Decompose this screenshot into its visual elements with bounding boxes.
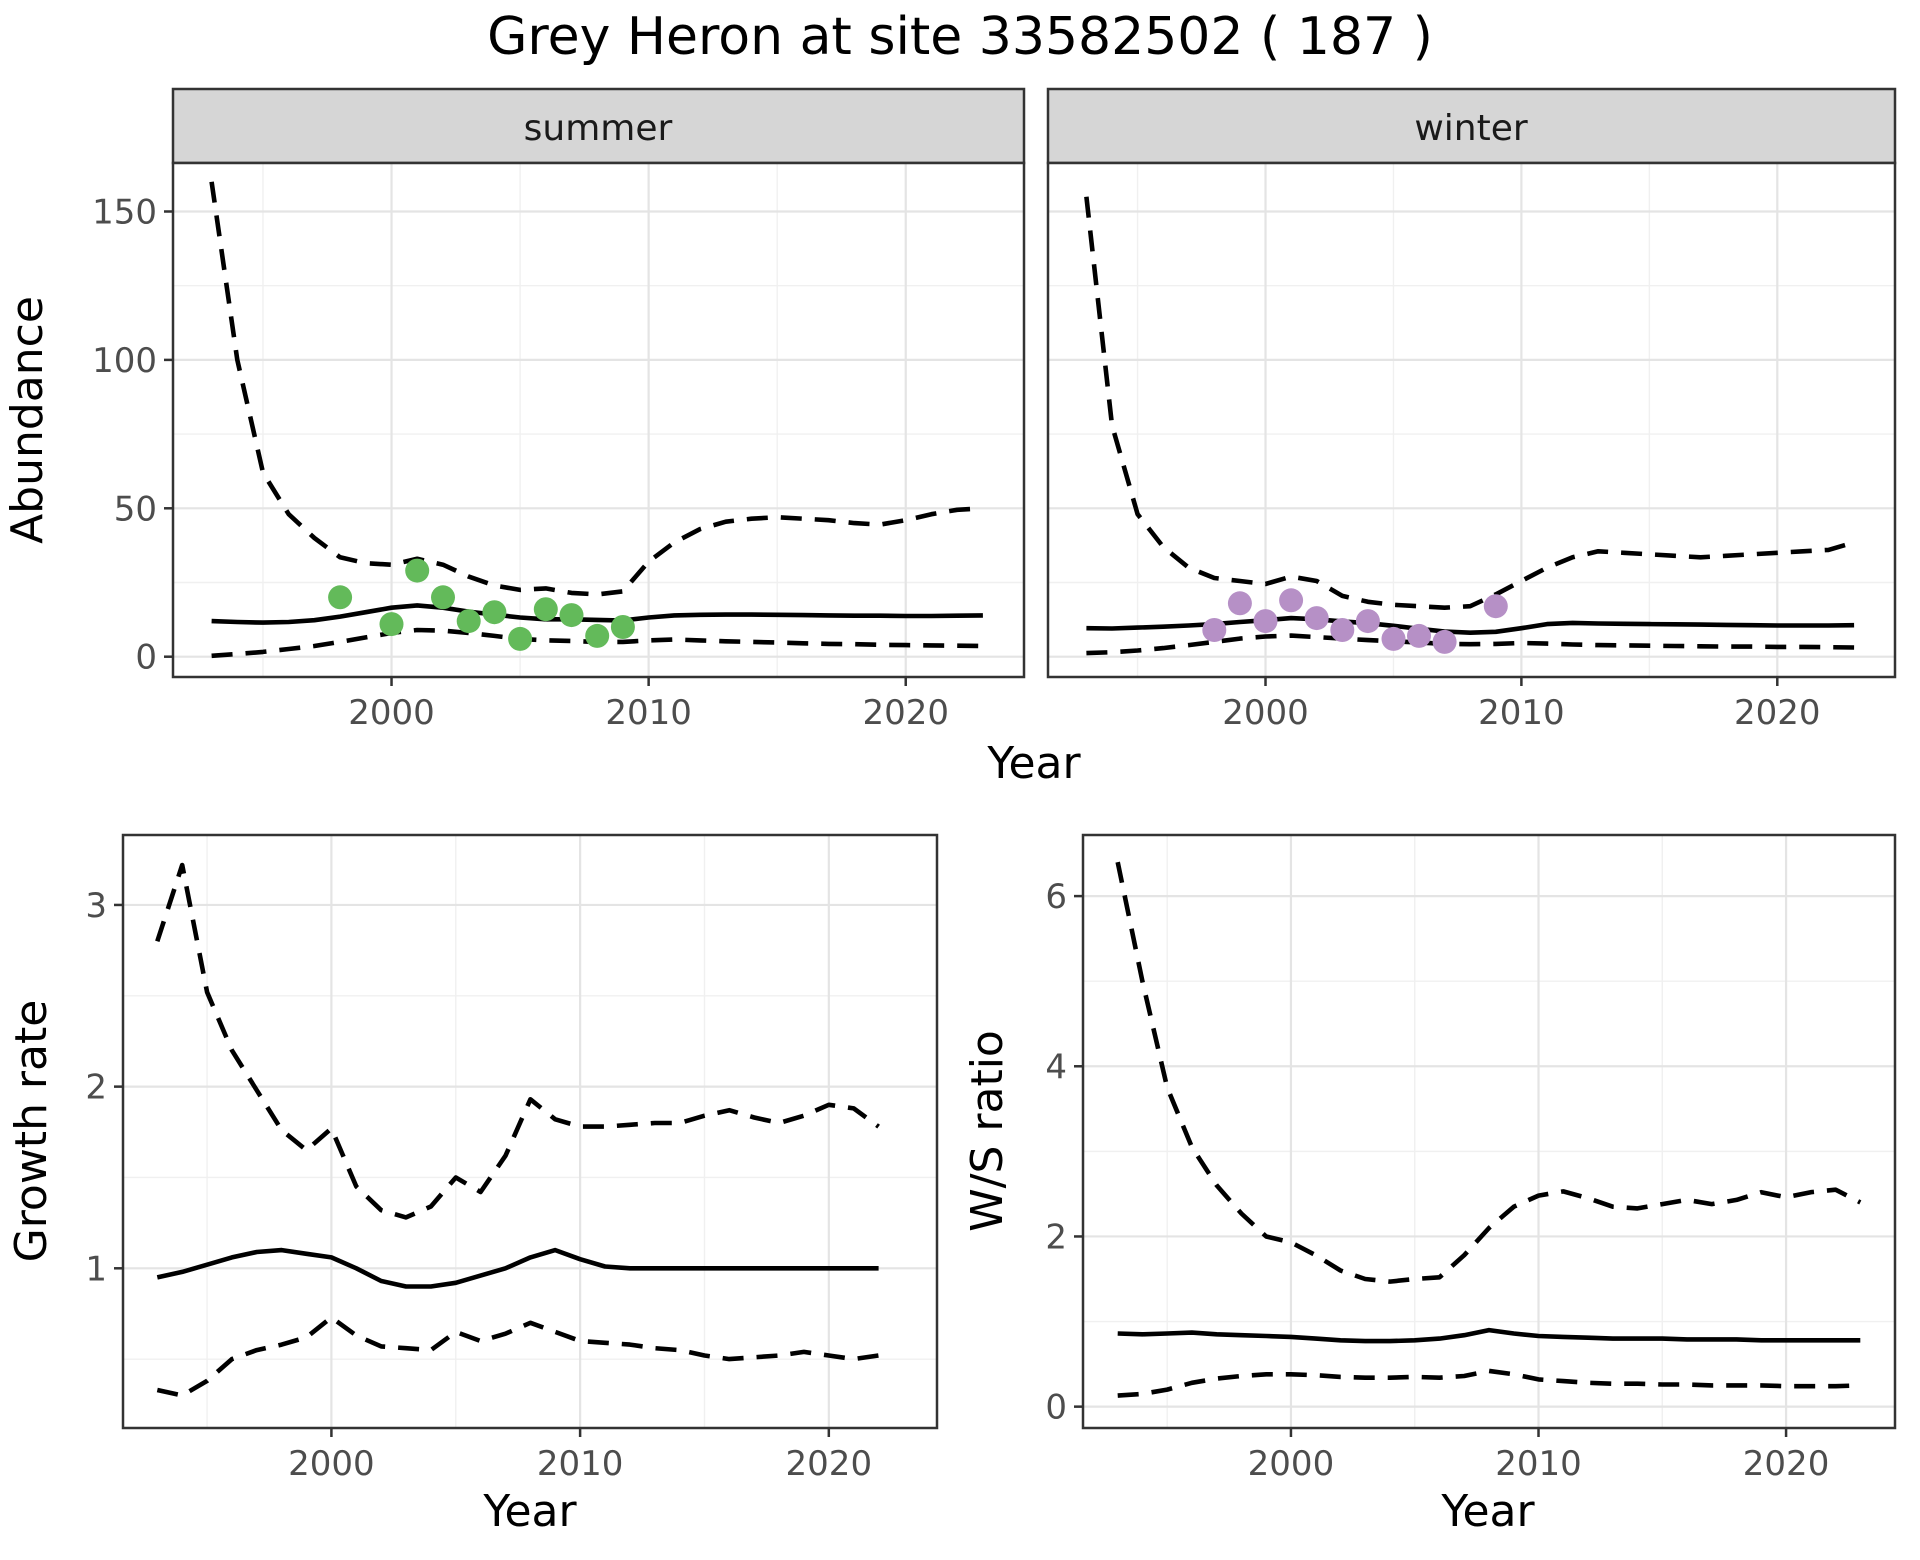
y-tick-label: 4 xyxy=(1045,1047,1067,1087)
facet-label-summer: summer xyxy=(524,108,673,149)
ci-upper-line xyxy=(1084,196,1855,611)
y-tick-label: 100 xyxy=(92,341,157,381)
panel-background xyxy=(123,835,937,1428)
x-tick-label: 2000 xyxy=(348,693,435,733)
x-tick-label: 2010 xyxy=(537,1444,624,1484)
y-tick-label: 150 xyxy=(92,192,157,232)
y-tick-label: 2 xyxy=(85,1068,107,1108)
data-point-winter xyxy=(1304,606,1329,631)
panel-ws: 2000 2010 2020 0 2 4 6 xyxy=(1045,833,1897,1484)
panel-data-winter xyxy=(1084,196,1855,656)
panel-border xyxy=(1081,833,1897,1430)
ci-upper-line xyxy=(209,181,984,597)
panel-border xyxy=(121,833,939,1430)
data-point-summer xyxy=(585,623,610,648)
y-tick-label: 3 xyxy=(85,886,107,926)
data-point-summer xyxy=(328,585,353,610)
x-tick-label: 2000 xyxy=(1222,693,1309,733)
x-tick-label: 2020 xyxy=(862,693,949,733)
panel-data-growth xyxy=(155,862,880,1398)
panel-background xyxy=(1048,163,1895,677)
panel-summer: 2000 2010 2020 0 50 100 150 xyxy=(92,87,1026,733)
data-point-winter xyxy=(1381,626,1406,651)
panel-winter: 2000 2010 2020 xyxy=(1046,87,1897,733)
data-point-summer xyxy=(610,615,635,639)
y-tick-label: 1 xyxy=(85,1249,107,1289)
panel-background xyxy=(173,163,1024,677)
x-tick-label: 2000 xyxy=(288,1444,375,1484)
x-tick-label: 2010 xyxy=(1495,1444,1582,1484)
x-tick-label: 2020 xyxy=(786,1444,873,1484)
ci-upper-line xyxy=(155,862,880,1220)
ci-upper-line xyxy=(1115,861,1862,1284)
x-tick-label: 2020 xyxy=(1743,1444,1830,1484)
data-point-winter xyxy=(1330,618,1355,642)
y-tick-label: 50 xyxy=(114,489,157,529)
panel-border xyxy=(1046,161,1897,679)
y-axis-title-abundance: Abundance xyxy=(2,296,53,544)
panel-data-ws xyxy=(1115,861,1862,1398)
facet-strip-winter xyxy=(1046,87,1897,165)
x-tick-label: 2010 xyxy=(1478,693,1565,733)
median-line xyxy=(211,603,983,625)
data-point-summer xyxy=(559,603,584,628)
y-axis-title-growth-rate: Growth rate xyxy=(6,1000,57,1263)
x-axis-title-ws-ratio: Year xyxy=(1440,1486,1535,1537)
plot-title: Grey Heron at site 33582502 ( 187 ) xyxy=(487,7,1433,67)
y-tick-label: 0 xyxy=(135,638,157,678)
y-tick-label: 0 xyxy=(1045,1388,1067,1428)
facet-label-winter: winter xyxy=(1414,108,1528,149)
ci-lower-line xyxy=(1086,633,1855,656)
median-line xyxy=(1117,1327,1861,1344)
y-axis-title-ws-ratio: W/S ratio xyxy=(962,1030,1013,1232)
panel-data-summer xyxy=(209,181,984,659)
panel-border xyxy=(171,161,1026,679)
data-point-winter xyxy=(1279,588,1304,613)
data-point-winter xyxy=(1432,629,1457,654)
x-axis-title-growth-rate: Year xyxy=(482,1486,577,1537)
data-point-summer xyxy=(379,612,404,637)
data-point-summer xyxy=(508,626,533,651)
data-point-winter xyxy=(1407,623,1431,648)
y-tick-label: 2 xyxy=(1045,1217,1067,1257)
data-point-winter xyxy=(1202,618,1227,642)
x-tick-label: 2010 xyxy=(605,693,692,733)
ci-lower-line xyxy=(156,1315,879,1398)
x-axis-title-top: Year xyxy=(986,738,1081,789)
x-tick-label: 2000 xyxy=(1248,1444,1335,1484)
data-point-summer xyxy=(405,558,430,583)
y-tick-label: 6 xyxy=(1045,877,1067,917)
data-point-summer xyxy=(456,609,481,634)
median-line xyxy=(156,1247,879,1289)
data-point-winter xyxy=(1355,609,1380,634)
facet-strip-summer xyxy=(171,87,1026,165)
data-point-winter xyxy=(1483,594,1508,619)
data-point-summer xyxy=(482,600,507,625)
x-tick-label: 2020 xyxy=(1734,693,1821,733)
data-point-summer xyxy=(431,585,455,610)
data-point-summer xyxy=(533,597,558,622)
data-point-winter xyxy=(1253,609,1278,634)
panel-growth: 2000 2010 2020 1 2 3 xyxy=(85,833,939,1484)
ci-lower-line xyxy=(1117,1368,1861,1398)
data-point-winter xyxy=(1227,591,1252,616)
